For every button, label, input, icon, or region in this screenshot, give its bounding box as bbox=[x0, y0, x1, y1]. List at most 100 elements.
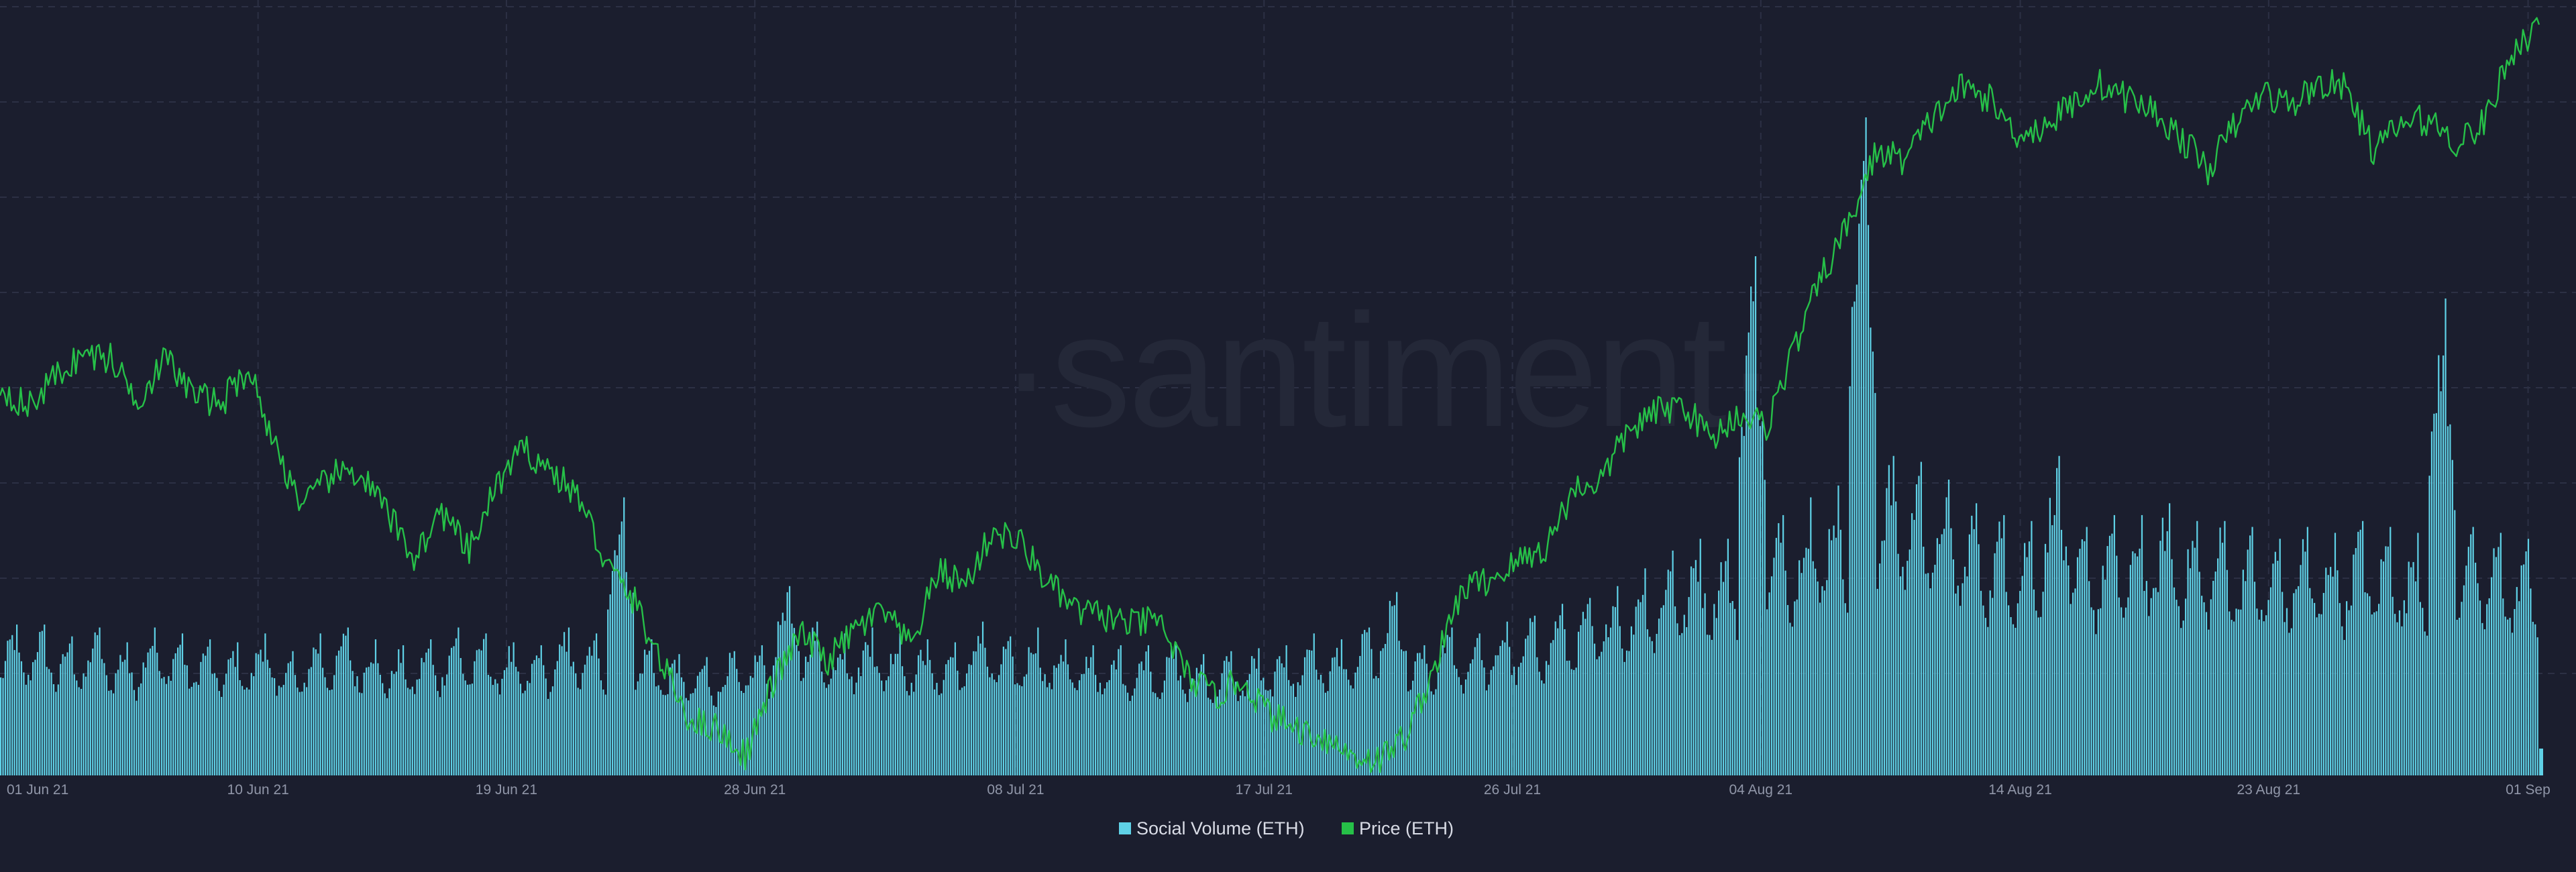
social-volume-bar bbox=[1640, 602, 1642, 775]
social-volume-bar bbox=[2465, 565, 2467, 775]
social-volume-bar bbox=[1939, 544, 1941, 775]
social-volume-bar bbox=[176, 647, 179, 775]
social-volume-bar bbox=[1913, 520, 1915, 775]
legend-label-price[interactable]: Price (ETH) bbox=[1359, 818, 1454, 838]
social-volume-bar bbox=[715, 706, 717, 775]
social-volume-bar bbox=[2212, 580, 2214, 775]
social-volume-bar bbox=[2385, 546, 2387, 775]
social-volume-bar bbox=[1159, 699, 1161, 775]
social-volume-bar bbox=[1432, 694, 1435, 775]
social-volume-bar bbox=[1157, 697, 1159, 775]
social-volume-bar bbox=[860, 675, 862, 775]
social-volume-bar bbox=[563, 632, 566, 775]
social-volume-bar bbox=[1076, 690, 1078, 775]
social-volume-bar bbox=[2279, 539, 2281, 775]
social-volume-bar bbox=[280, 687, 282, 775]
social-volume-bar bbox=[1831, 540, 1833, 775]
social-volume-bar bbox=[1907, 561, 1909, 775]
social-volume-bar bbox=[630, 603, 632, 775]
social-volume-bar bbox=[2459, 617, 2461, 775]
social-volume-bar bbox=[168, 675, 170, 775]
social-volume-bar bbox=[434, 675, 437, 775]
social-volume-bar bbox=[736, 669, 738, 775]
social-volume-bar bbox=[1780, 543, 1782, 775]
social-volume-bar bbox=[535, 655, 538, 775]
social-volume-bar bbox=[2024, 543, 2026, 775]
social-volume-bar bbox=[2010, 617, 2012, 775]
social-volume-bar bbox=[1458, 677, 1460, 775]
social-volume-bar bbox=[1039, 667, 1041, 775]
social-volume-bar bbox=[1136, 677, 1138, 775]
social-volume-bar bbox=[366, 667, 368, 775]
social-volume-bar bbox=[2375, 611, 2377, 775]
social-volume-bars bbox=[0, 117, 2543, 776]
legend-label-social-volume[interactable]: Social Volume (ETH) bbox=[1136, 818, 1305, 838]
social-volume-bar bbox=[2070, 604, 2072, 775]
social-volume-bar bbox=[2060, 529, 2063, 775]
social-volume-bar bbox=[669, 667, 671, 775]
social-volume-bar bbox=[1477, 638, 1479, 775]
social-volume-bar bbox=[623, 497, 625, 775]
social-volume-bar bbox=[2153, 588, 2155, 775]
social-volume-bar bbox=[957, 670, 959, 775]
social-volume-bar bbox=[2102, 565, 2104, 775]
social-volume-bar bbox=[2451, 459, 2453, 775]
legend[interactable]: Social Volume (ETH) Price (ETH) bbox=[1119, 818, 1454, 838]
social-volume-bar bbox=[1743, 435, 1745, 775]
social-volume-bar bbox=[828, 684, 830, 775]
social-volume-bar bbox=[551, 686, 554, 775]
social-volume-bar bbox=[943, 679, 945, 775]
social-volume-bar bbox=[374, 639, 377, 775]
social-volume-bar bbox=[195, 682, 197, 775]
social-volume-bar bbox=[1844, 603, 1846, 775]
social-volume-bar bbox=[2433, 413, 2435, 775]
social-volume-bar bbox=[446, 674, 448, 775]
social-volume-bar bbox=[1364, 630, 1366, 775]
social-volume-bar bbox=[213, 673, 216, 775]
social-volume-bar bbox=[319, 633, 321, 775]
social-volume-bar bbox=[393, 673, 395, 775]
social-volume-bar bbox=[2037, 617, 2039, 775]
social-volume-bar bbox=[1623, 661, 1625, 775]
social-volume-bar bbox=[250, 673, 252, 775]
social-volume-bar bbox=[1757, 414, 1759, 775]
social-volume-bar bbox=[1179, 675, 1182, 775]
social-volume-bar bbox=[786, 592, 788, 775]
social-volume-bar bbox=[1770, 576, 1773, 775]
social-volume-bar bbox=[2192, 541, 2194, 775]
social-volume-bar bbox=[1251, 656, 1253, 775]
social-volume-bar bbox=[1419, 653, 1421, 775]
social-volume-bar bbox=[1446, 635, 1448, 775]
social-volume-bar bbox=[156, 653, 158, 775]
social-volume-bar bbox=[595, 633, 598, 775]
social-volume-bar bbox=[2021, 576, 2023, 775]
social-volume-bar bbox=[804, 656, 807, 775]
social-volume-bar bbox=[2084, 541, 2086, 775]
social-volume-bar bbox=[133, 690, 136, 775]
x-tick-label: 10 Jun 21 bbox=[227, 782, 289, 798]
social-volume-bar bbox=[885, 680, 888, 775]
social-volume-bar bbox=[1784, 570, 1786, 775]
social-volume-bar bbox=[1525, 639, 1527, 775]
social-volume-bar bbox=[833, 667, 835, 775]
social-volume-bar bbox=[680, 677, 683, 775]
social-volume-bar bbox=[672, 663, 674, 775]
social-volume-bar bbox=[2493, 548, 2495, 775]
social-volume-bar bbox=[253, 676, 255, 775]
social-volume-bar bbox=[55, 692, 57, 775]
social-volume-bar bbox=[2159, 541, 2161, 775]
social-volume-bar bbox=[92, 648, 94, 775]
social-volume-bar bbox=[1699, 539, 1701, 775]
social-volume-bar bbox=[989, 677, 991, 775]
social-volume-bar bbox=[439, 697, 441, 775]
social-volume-bar bbox=[1499, 646, 1501, 775]
social-volume-bar bbox=[873, 667, 876, 775]
social-volume-bar bbox=[625, 571, 627, 775]
social-volume-bar bbox=[2430, 431, 2433, 775]
social-volume-bar bbox=[1400, 649, 1403, 775]
social-volume-bar bbox=[337, 650, 340, 775]
social-volume-bar bbox=[708, 687, 710, 775]
social-volume-bar bbox=[1271, 696, 1274, 775]
social-volume-bar bbox=[820, 671, 823, 775]
